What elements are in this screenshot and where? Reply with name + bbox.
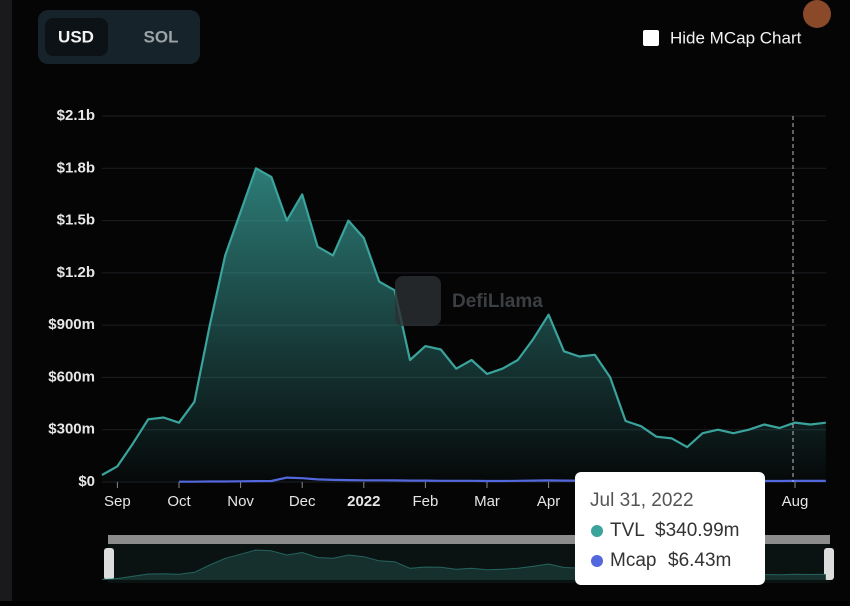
y-tick-label: $2.1b [57,107,95,124]
area [102,168,826,483]
tooltip-dot [591,555,603,567]
tooltip-name: Mcap [610,550,656,571]
currency-option[interactable]: SOL [144,27,179,46]
watermark: DefiLlama [452,291,543,312]
y-tick-label: $0 [78,473,95,490]
line [101,167,826,476]
x-tick-label: Mar [474,493,500,510]
currency-option[interactable]: USD [58,27,94,46]
x-tick-label: Nov [227,493,254,510]
x-tick-label: Apr [537,493,560,510]
x-tick-label: Oct [167,493,191,510]
checkbox-label[interactable]: Hide MCap Chart [670,28,802,47]
watermark-logo [395,276,441,326]
tooltip-dot [591,525,603,537]
tooltip-name: TVL [610,520,645,541]
y-tick-label: $900m [48,316,95,333]
y-tick-label: $1.5b [57,212,95,229]
y-tick-label: $1.2b [57,264,95,281]
currency-active[interactable] [45,18,108,56]
checkbox[interactable] [643,30,659,46]
brush-handle[interactable] [824,548,834,580]
y-tick-label: $300m [48,421,95,438]
llama-icon [803,0,831,28]
x-tick-label: Feb [412,493,438,510]
brush-handle[interactable] [104,548,114,580]
x-tick-label: Dec [289,493,316,510]
y-tick-label: $1.8b [57,159,95,176]
x-tick-label: 2022 [347,493,380,510]
mini-area [102,550,826,580]
brush-handle-bar[interactable] [108,535,830,544]
tooltip-title: Jul 31, 2022 [590,490,694,511]
tooltip-value: $6.43m [668,550,731,571]
x-tick-label: Aug [782,493,809,510]
tooltip-value: $340.99m [655,520,740,541]
x-tick-label: Sep [104,493,131,510]
left-edge [0,0,12,601]
tooltip [575,472,765,585]
y-tick-label: $600m [48,368,95,385]
